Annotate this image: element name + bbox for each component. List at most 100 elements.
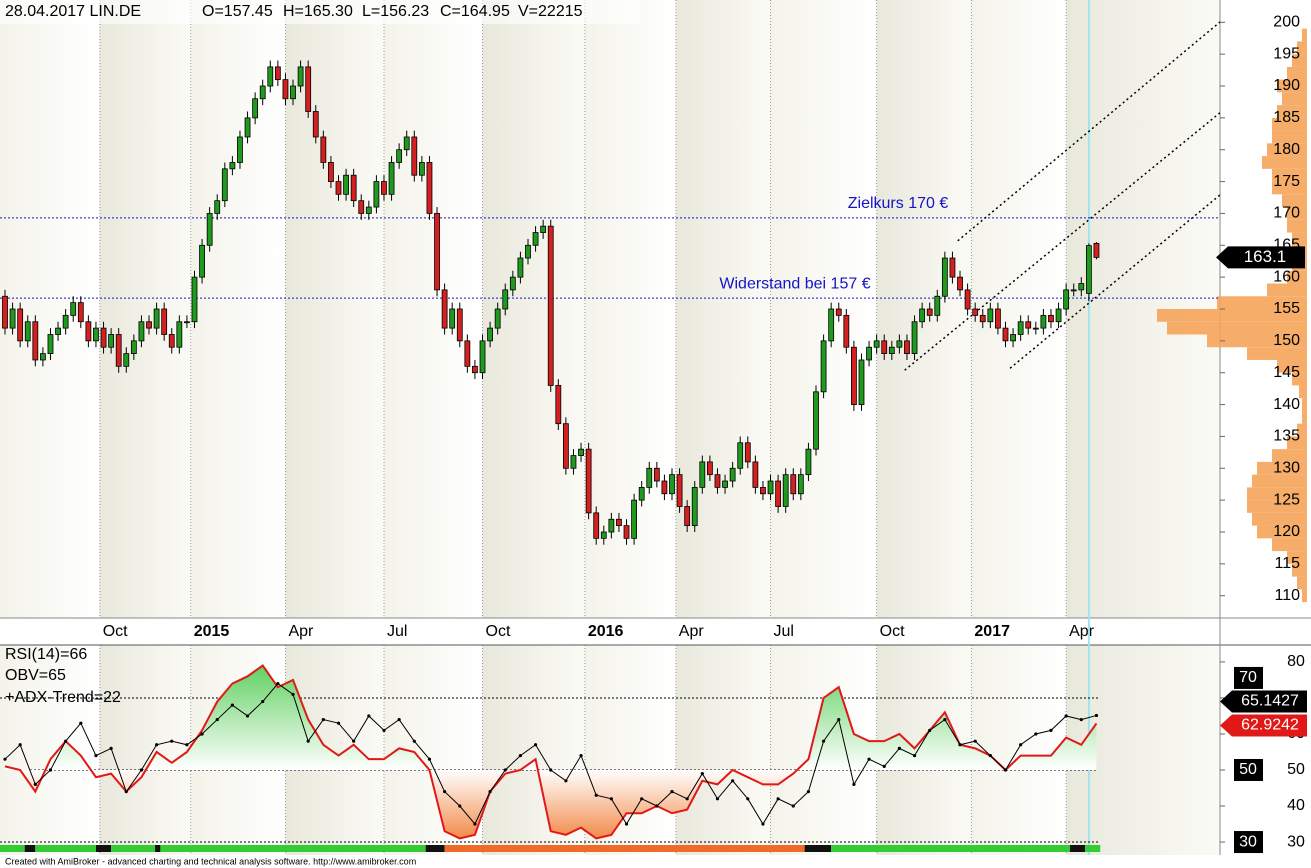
- value-box-label: 62.9242: [1241, 717, 1299, 734]
- volume-profile-bar: [1272, 117, 1307, 131]
- volume-profile-bar: [1247, 347, 1307, 360]
- candle-body: [244, 117, 251, 138]
- candle-body: [350, 174, 357, 202]
- volume-profile-bar: [1292, 232, 1307, 246]
- indicator-dot: [321, 717, 325, 722]
- indicator-dot: [458, 804, 462, 808]
- candle-body: [532, 232, 539, 246]
- candle-body: [873, 340, 880, 348]
- candle-body: [911, 321, 918, 354]
- y-tick-label: 190: [1273, 77, 1300, 94]
- candle-body: [77, 302, 84, 323]
- candle-body: [115, 334, 122, 367]
- candle-body: [714, 474, 721, 488]
- volume-profile-bar: [1302, 28, 1307, 42]
- indicator-dot: [261, 699, 265, 704]
- indicator-dot: [943, 717, 947, 722]
- x-tick-label: Oct: [103, 623, 128, 640]
- candle-body: [365, 206, 372, 214]
- indicator-dot: [473, 822, 477, 826]
- candle-body: [479, 340, 486, 374]
- trend-segment: [0, 845, 25, 852]
- footer: Created with AmiBroker - advanced charti…: [5, 856, 416, 866]
- indicator-dot: [533, 743, 538, 747]
- candle-body: [828, 308, 835, 342]
- x-tick-label: 2016: [588, 623, 624, 640]
- candle-body: [888, 346, 895, 354]
- indicator-dot: [245, 714, 250, 718]
- candle-body: [176, 321, 183, 348]
- candle-body: [108, 334, 115, 348]
- y-tick-label: 125: [1273, 491, 1300, 508]
- candle-body: [328, 162, 334, 182]
- indicator-dot: [867, 757, 871, 761]
- candle-body: [623, 525, 630, 539]
- indicator-dot: [761, 822, 765, 826]
- indicator-dot: [912, 753, 917, 758]
- level-box: [1234, 758, 1263, 781]
- trend-segment: [160, 845, 426, 852]
- candle-body: [1025, 321, 1032, 329]
- candle-body: [373, 181, 380, 208]
- indicator-dot: [64, 739, 68, 743]
- candle-body: [926, 308, 933, 316]
- candle-body: [1085, 245, 1092, 294]
- candle-body: [32, 321, 39, 361]
- y-tick-label: 160: [1273, 268, 1300, 285]
- candle-body: [525, 244, 531, 259]
- volume-profile-bar: [1287, 207, 1307, 220]
- trend-segment: [111, 845, 156, 852]
- candle-body: [737, 442, 744, 469]
- indicator-dot: [427, 757, 432, 761]
- y-tick-label: 195: [1273, 45, 1300, 62]
- y-tick-label: 200: [1273, 14, 1300, 31]
- volume-profile-bar: [1282, 194, 1307, 208]
- header-value: L=156.23: [362, 3, 429, 20]
- period-band: [99, 645, 191, 855]
- candle-body: [100, 327, 107, 348]
- indicator-dot: [791, 804, 795, 808]
- indicator-dot: [154, 743, 159, 747]
- trendline: [957, 21, 1220, 242]
- indicator-dot: [564, 779, 568, 783]
- volume-profile-bar: [1302, 398, 1307, 411]
- volume-profile-bar: [1167, 321, 1307, 335]
- indicator-dot: [1094, 713, 1099, 718]
- volume-profile-bar: [1272, 181, 1307, 195]
- indicator-dot: [1019, 743, 1023, 747]
- period-band: [99, 0, 191, 618]
- candle-body: [851, 346, 857, 405]
- indicator-dot: [594, 793, 598, 797]
- level-box: [1234, 666, 1263, 689]
- indicator-dot: [897, 746, 901, 750]
- period-band: [971, 0, 1067, 618]
- y-tick-label: 50: [1287, 761, 1305, 778]
- legend-entry: OBV=65: [5, 667, 66, 684]
- volume-profile-bar: [1277, 359, 1307, 373]
- candle-body: [881, 340, 888, 354]
- y-tick-label: 30: [1287, 833, 1305, 850]
- y-tick-label: 135: [1273, 428, 1300, 445]
- indicator-dot: [1079, 717, 1083, 722]
- candle-body: [191, 276, 198, 323]
- candle-body: [282, 79, 289, 100]
- rsi-fill-down: [20, 770, 798, 839]
- indicator-dot: [882, 764, 886, 768]
- indicator-dot: [1049, 728, 1053, 732]
- indicator-dot: [139, 768, 144, 772]
- indicator-dot: [973, 739, 977, 743]
- candle-body: [941, 257, 948, 297]
- candle-body: [1093, 242, 1100, 258]
- candle-body: [1055, 308, 1062, 323]
- y-tick-label: 150: [1273, 332, 1300, 349]
- candle-body: [540, 225, 547, 233]
- candle-body: [866, 346, 872, 361]
- volume-profile-bar: [1207, 334, 1307, 348]
- candle-body: [608, 518, 615, 533]
- candle-body: [418, 162, 425, 176]
- candle-body: [290, 85, 296, 100]
- y-tick-label: 130: [1273, 459, 1300, 476]
- candle-body: [403, 136, 410, 151]
- indicator-dot: [200, 732, 204, 736]
